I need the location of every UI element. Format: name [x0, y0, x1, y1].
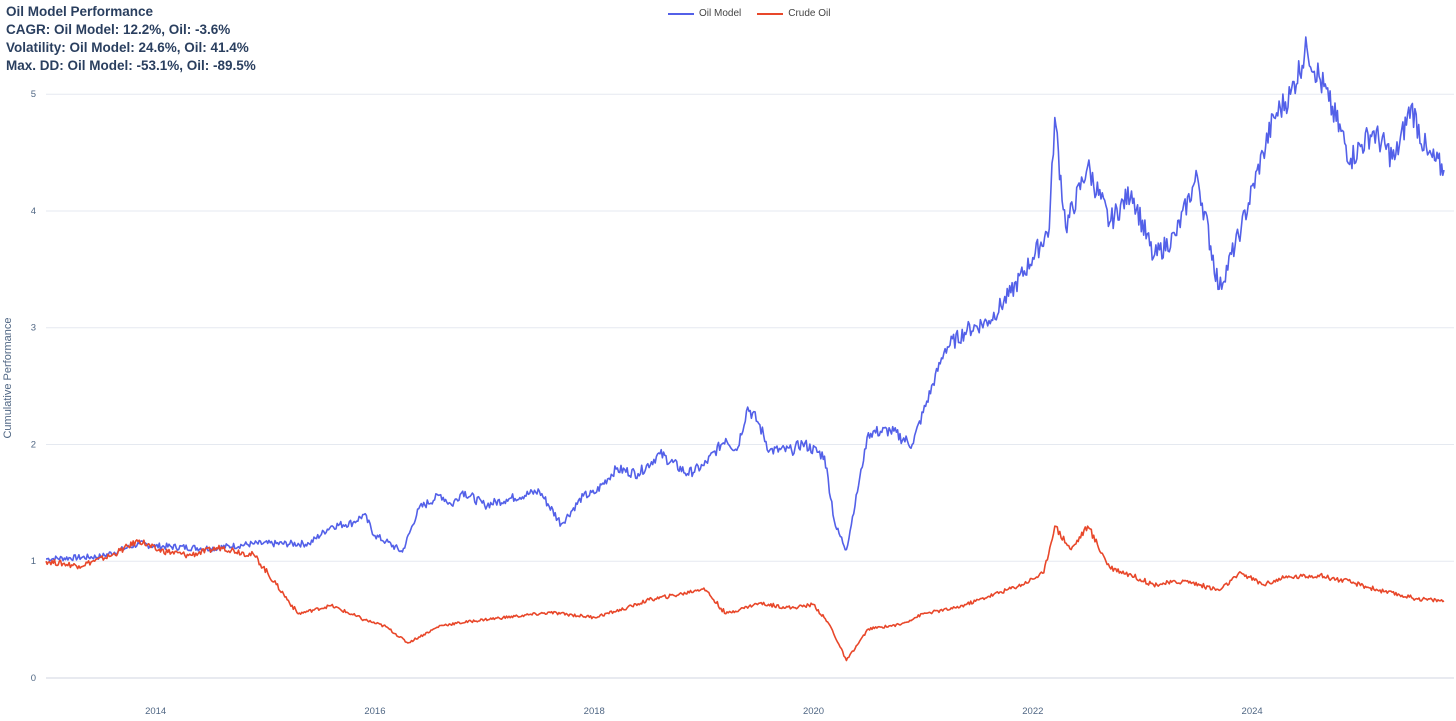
y-tick-label: 3: [31, 323, 36, 334]
x-tick-label: 2016: [364, 706, 385, 717]
x-tick-label: 2014: [145, 706, 166, 717]
y-tick-label: 2: [31, 439, 36, 450]
x-tick-label: 2024: [1242, 706, 1263, 717]
x-tick-label: 2020: [803, 706, 824, 717]
legend-swatch-oil-model: [668, 12, 694, 15]
y-tick-label: 0: [31, 673, 36, 684]
legend-swatch-crude-oil: [757, 12, 784, 15]
chart-title-block: Oil Model Performance CAGR: Oil Model: 1…: [6, 3, 256, 75]
legend-item-oil-model[interactable]: Oil Model: [668, 8, 741, 19]
chart-title: Oil Model Performance: [6, 4, 154, 19]
cagr-stat: CAGR: Oil Model: 12.2%, Oil: -3.6%: [6, 22, 231, 37]
series-line-crude-oil: [45, 525, 1445, 662]
chart-legend: Oil Model Crude Oil: [668, 8, 831, 19]
legend-label-oil-model: Oil Model: [699, 8, 742, 19]
max-drawdown-stat: Max. DD: Oil Model: -53.1%, Oil: -89.5%: [6, 58, 256, 73]
volatility-stat: Volatility: Oil Model: 24.6%, Oil: 41.4%: [6, 40, 249, 55]
x-tick-label: 2018: [584, 706, 605, 717]
x-tick-label: 2022: [1022, 706, 1043, 717]
y-tick-label: 1: [31, 556, 36, 567]
y-tick-label: 5: [31, 89, 36, 100]
y-tick-label: 4: [31, 206, 36, 217]
legend-item-crude-oil[interactable]: Crude Oil: [757, 8, 831, 19]
series-line-oil-model: [46, 36, 1445, 562]
legend-label-crude-oil: Crude Oil: [788, 8, 831, 19]
